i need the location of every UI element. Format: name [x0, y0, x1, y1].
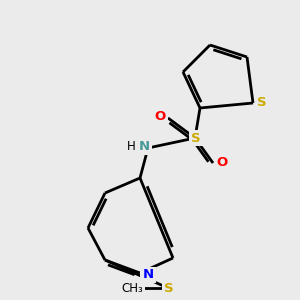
Text: S: S — [164, 281, 174, 295]
Text: N: N — [138, 140, 150, 154]
Text: O: O — [154, 110, 166, 122]
Text: O: O — [216, 157, 228, 169]
Text: N: N — [142, 268, 154, 281]
Text: S: S — [257, 97, 267, 110]
Text: H: H — [127, 140, 136, 154]
Text: S: S — [191, 131, 201, 145]
Text: CH₃: CH₃ — [121, 281, 143, 295]
